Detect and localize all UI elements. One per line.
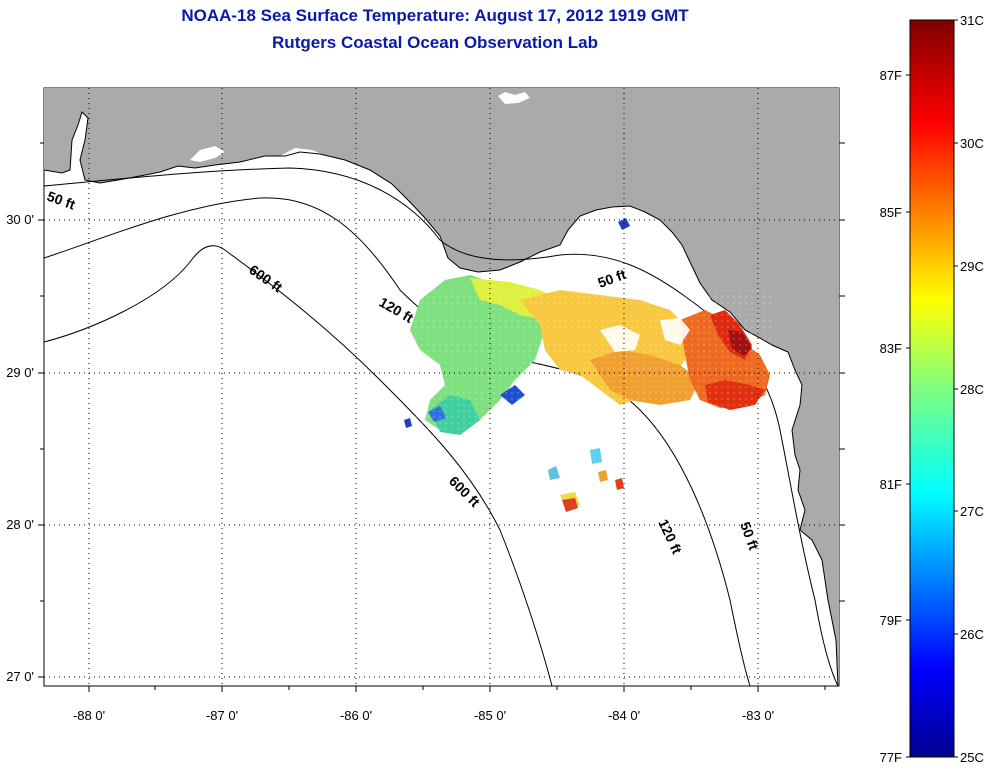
lon-label-88: -88 0' [73, 708, 105, 723]
axis-ticks [38, 142, 845, 692]
lon-label-84: -84 0' [608, 708, 640, 723]
colorbar-f-77: 77F [880, 750, 902, 765]
map-title: NOAA-18 Sea Surface Temperature: August … [181, 6, 689, 25]
lat-label-27: 27 0' [6, 669, 34, 684]
bay-water [190, 146, 225, 162]
map-subtitle: Rutgers Coastal Ocean Observation Lab [272, 33, 598, 52]
colorbar-c-25: 25C [960, 750, 984, 765]
lat-label-30: 30 0' [6, 212, 34, 227]
lake [498, 92, 530, 104]
land-mass [44, 88, 839, 686]
colorbar-c-27: 27C [960, 504, 984, 519]
contour-50ft-west [44, 167, 839, 686]
colorbar-f-83: 83F [880, 341, 902, 356]
lon-label-85: -85 0' [474, 708, 506, 723]
colorbar-c-30: 30C [960, 136, 984, 151]
lat-label-28: 28 0' [6, 517, 34, 532]
colorbar-ticks [906, 19, 958, 758]
lon-label-83: -83 0' [742, 708, 774, 723]
lon-label-87: -87 0' [206, 708, 238, 723]
colorbar-c-28: 28C [960, 382, 984, 397]
lon-label-86: -86 0' [340, 708, 372, 723]
colorbar-c-31: 31C [960, 13, 984, 28]
colorbar-f-81: 81F [880, 477, 902, 492]
lat-label-29: 29 0' [6, 365, 34, 380]
coastline [44, 111, 839, 686]
colorbar-f-85: 85F [880, 205, 902, 220]
colorbar [909, 19, 955, 758]
colorbar-c-29: 29C [960, 259, 984, 274]
sst-data [404, 218, 775, 512]
colorbar-f-79: 79F [880, 613, 902, 628]
colorbar-f-87: 87F [880, 68, 902, 83]
contour-600ft [44, 245, 553, 686]
colorbar-c-26: 26C [960, 627, 984, 642]
